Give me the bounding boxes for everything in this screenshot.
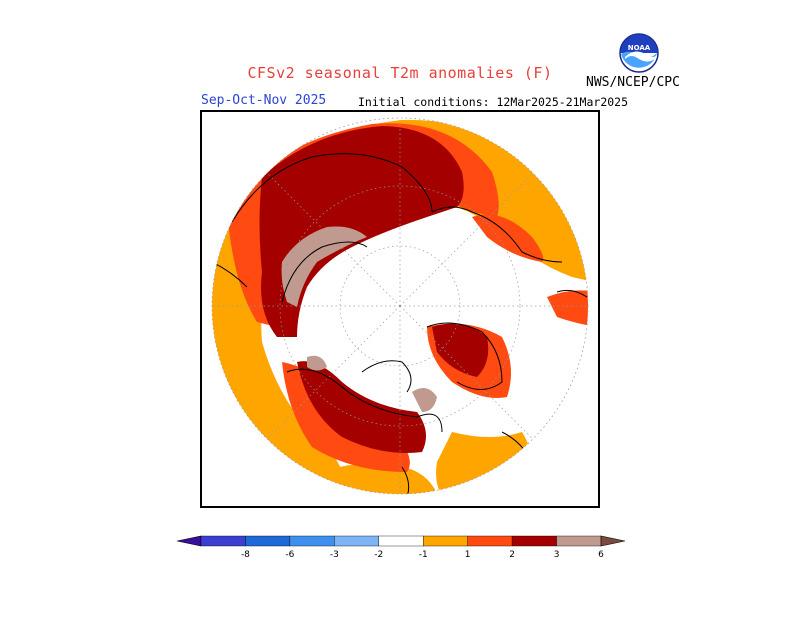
legend-tick-label: -3 [330, 550, 339, 560]
legend-color-box [334, 535, 379, 547]
mauve-anomaly-region [412, 388, 437, 412]
legend-color-box [423, 535, 468, 547]
noaa-logo-icon: NOAA [619, 33, 659, 73]
mauve-anomaly-region [281, 226, 367, 307]
initial-conditions-label: Initial conditions: 12Mar2025-21Mar2025 [358, 95, 629, 109]
legend-color-box [245, 535, 291, 547]
legend-color-box [289, 535, 335, 547]
legend-tick-label: -1 [419, 550, 428, 560]
dark-red-anomaly-region [432, 323, 489, 377]
orange-anomaly-region [312, 463, 442, 494]
map-gridlines [212, 118, 588, 494]
legend-tick-label: -8 [241, 550, 250, 560]
dark-red-anomaly-region [297, 361, 426, 453]
red-orange-anomaly-region [547, 290, 588, 327]
legend-tick-label: 2 [509, 550, 515, 560]
logo-text: NOAA [628, 44, 651, 52]
anomaly-map [200, 110, 600, 508]
legend-color-box [556, 535, 602, 547]
legend-arrow-high [600, 535, 626, 547]
legend-color-box [378, 535, 424, 547]
legend-color-box [511, 535, 557, 547]
map-title: CFSv2 seasonal T2m anomalies (F) [247, 64, 553, 82]
legend-color-box [467, 535, 513, 547]
dark-red-anomaly-region [259, 126, 464, 337]
color-legend: -8-6-3-2-112368 [176, 535, 626, 560]
legend-tick-label: -6 [285, 550, 294, 560]
organization-label: NWS/NCEP/CPC [586, 75, 680, 90]
coastlines [212, 153, 588, 494]
season-label: Sep-Oct-Nov 2025 [201, 93, 327, 108]
legend-tick-label: 1 [465, 550, 471, 560]
legend-tick-label: 6 [598, 550, 604, 560]
legend-color-box [200, 535, 246, 547]
legend-tick-label: -2 [374, 550, 383, 560]
polar-map [211, 117, 589, 495]
legend-tick-label: 3 [554, 550, 560, 560]
mauve-anomaly-region [307, 355, 327, 371]
legend-arrow-low [176, 535, 202, 547]
